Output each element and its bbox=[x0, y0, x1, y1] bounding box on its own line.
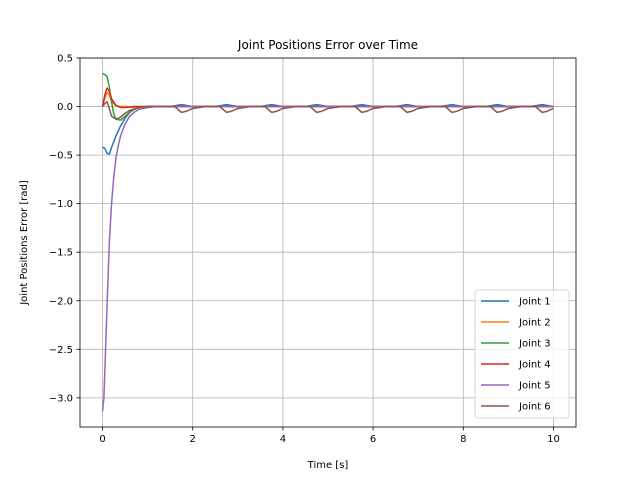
y-tick-label: −0.5 bbox=[49, 151, 73, 162]
y-tick-label: 0.5 bbox=[57, 54, 73, 65]
series-lines bbox=[101, 72, 554, 412]
legend-label: Joint 1 bbox=[518, 297, 551, 308]
x-axis-label: Time [s] bbox=[307, 460, 349, 471]
chart-title: Joint Positions Error over Time bbox=[237, 38, 418, 52]
legend-label: Joint 5 bbox=[518, 381, 551, 392]
x-tick-label: 2 bbox=[190, 434, 196, 445]
y-tick-label: −3.0 bbox=[49, 393, 73, 404]
series-line-joint-5 bbox=[101, 105, 554, 412]
x-tick-label: 4 bbox=[280, 434, 286, 445]
y-tick-label: −2.0 bbox=[49, 296, 73, 307]
y-tick-label: −1.5 bbox=[49, 248, 73, 259]
series-line-joint-4 bbox=[101, 87, 554, 109]
y-tick-label: −2.5 bbox=[49, 345, 73, 356]
legend: Joint 1 Joint 2 Joint 3 Joint 4 Joint 5 Joint… bbox=[474, 289, 570, 419]
plot-frame bbox=[79, 57, 577, 428]
x-tick-label: 0 bbox=[99, 434, 105, 445]
y-tick-label: −1.0 bbox=[49, 199, 73, 210]
axis-ticks: 0 2 4 6 8 10 0.5 0.0 −0.5 −1.0 −1.5 −2.0 −2.5 −3.0 bbox=[49, 54, 560, 446]
x-tick-label: 10 bbox=[547, 434, 560, 445]
legend-label: Joint 6 bbox=[518, 402, 551, 413]
legend-label: Joint 4 bbox=[518, 360, 551, 371]
legend-label: Joint 2 bbox=[518, 318, 551, 329]
y-tick-label: 0.0 bbox=[57, 102, 73, 113]
legend-label: Joint 3 bbox=[518, 339, 551, 350]
series-line-joint-6 bbox=[101, 100, 554, 120]
x-tick-label: 8 bbox=[460, 434, 466, 445]
legend-box bbox=[474, 289, 570, 419]
x-tick-label: 6 bbox=[370, 434, 376, 445]
y-axis-label: Joint Positions Error [rad] bbox=[19, 180, 30, 306]
